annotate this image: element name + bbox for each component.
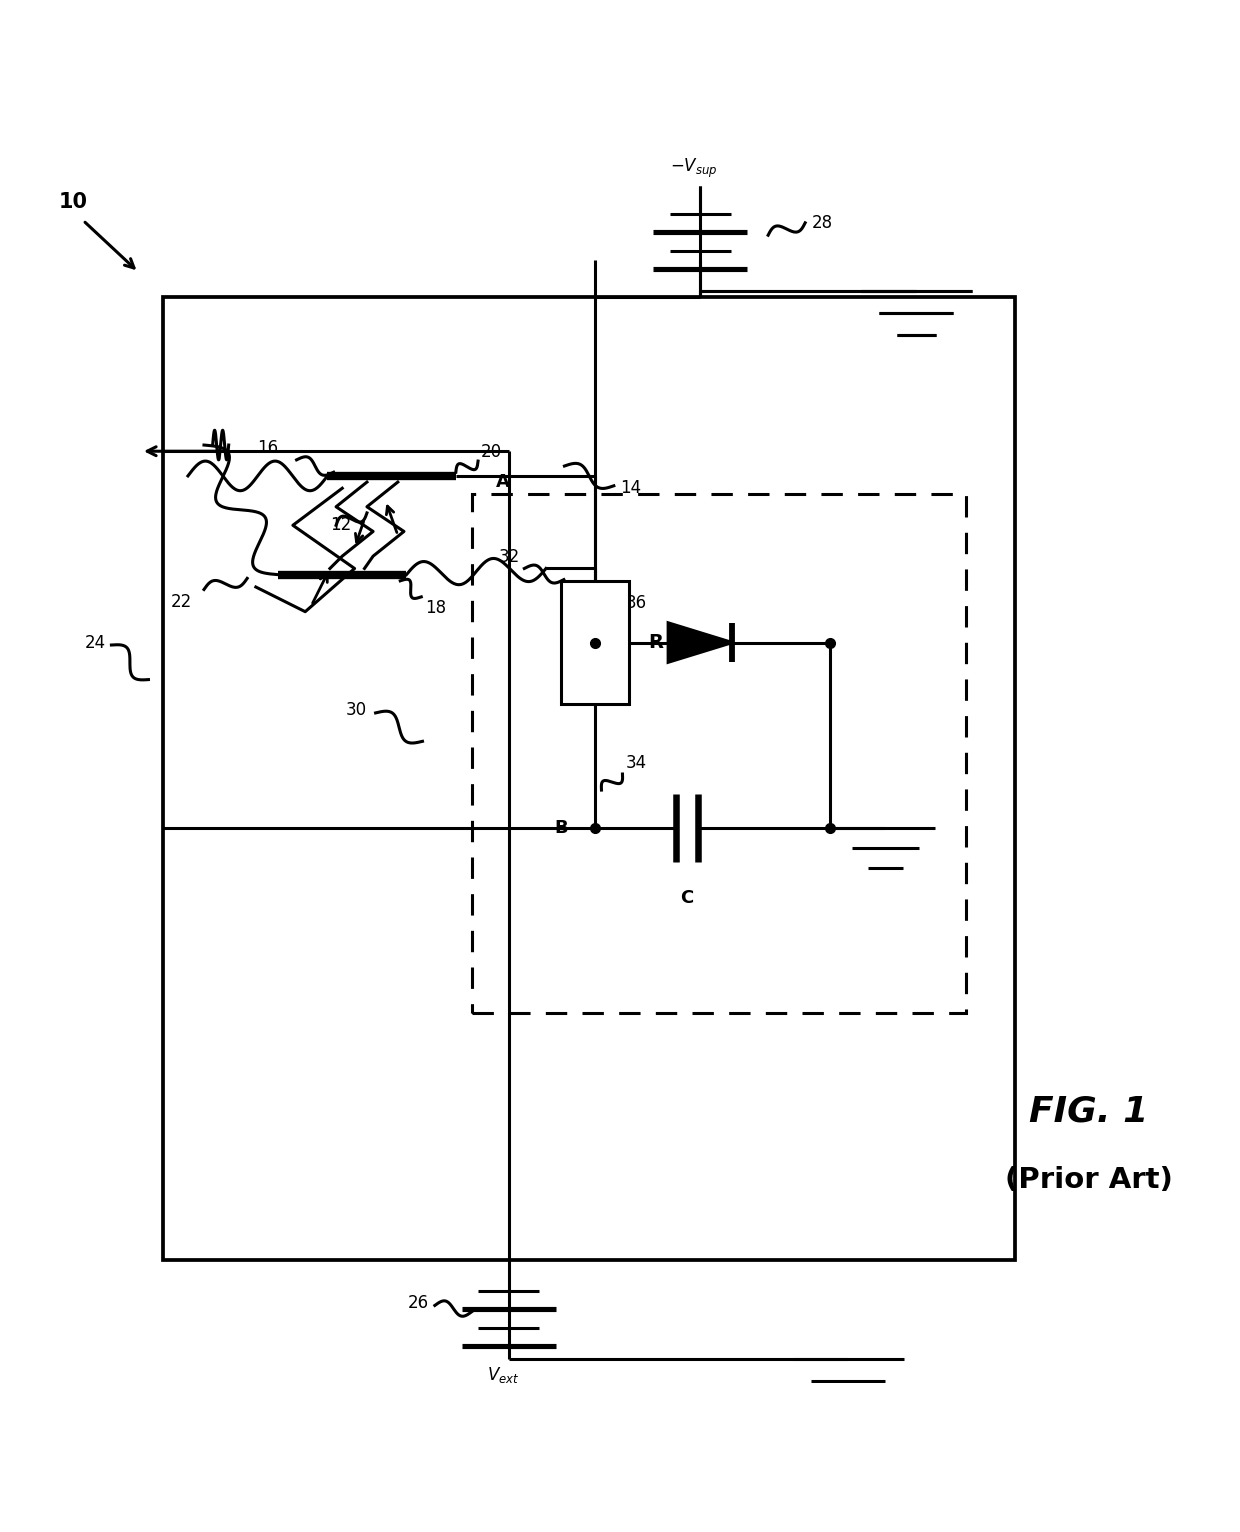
Bar — [164, 297, 1016, 1259]
Text: 32: 32 — [498, 548, 520, 565]
Text: 10: 10 — [58, 192, 87, 211]
Text: $-V_{sup}$: $-V_{sup}$ — [671, 156, 718, 179]
Text: 18: 18 — [425, 599, 446, 617]
Text: 26: 26 — [408, 1295, 429, 1311]
Text: 24: 24 — [84, 634, 105, 651]
Text: 14: 14 — [620, 480, 641, 498]
Text: 36: 36 — [626, 594, 647, 611]
Text: 34: 34 — [626, 754, 647, 772]
Text: A: A — [496, 473, 510, 492]
Text: 16: 16 — [257, 440, 278, 458]
Text: B: B — [554, 818, 568, 836]
Text: C: C — [680, 889, 693, 907]
Text: $V_{ext}$: $V_{ext}$ — [486, 1365, 518, 1385]
Text: 12: 12 — [330, 516, 351, 535]
Text: 30: 30 — [346, 702, 367, 720]
Bar — [562, 581, 629, 705]
Polygon shape — [668, 624, 733, 662]
Text: (Prior Art): (Prior Art) — [1006, 1166, 1173, 1193]
Text: 22: 22 — [170, 593, 192, 611]
Text: FIG. 1: FIG. 1 — [1029, 1095, 1148, 1129]
Text: 20: 20 — [481, 443, 502, 461]
Bar — [472, 495, 966, 1013]
Text: 28: 28 — [811, 214, 832, 231]
Text: R: R — [647, 633, 662, 653]
